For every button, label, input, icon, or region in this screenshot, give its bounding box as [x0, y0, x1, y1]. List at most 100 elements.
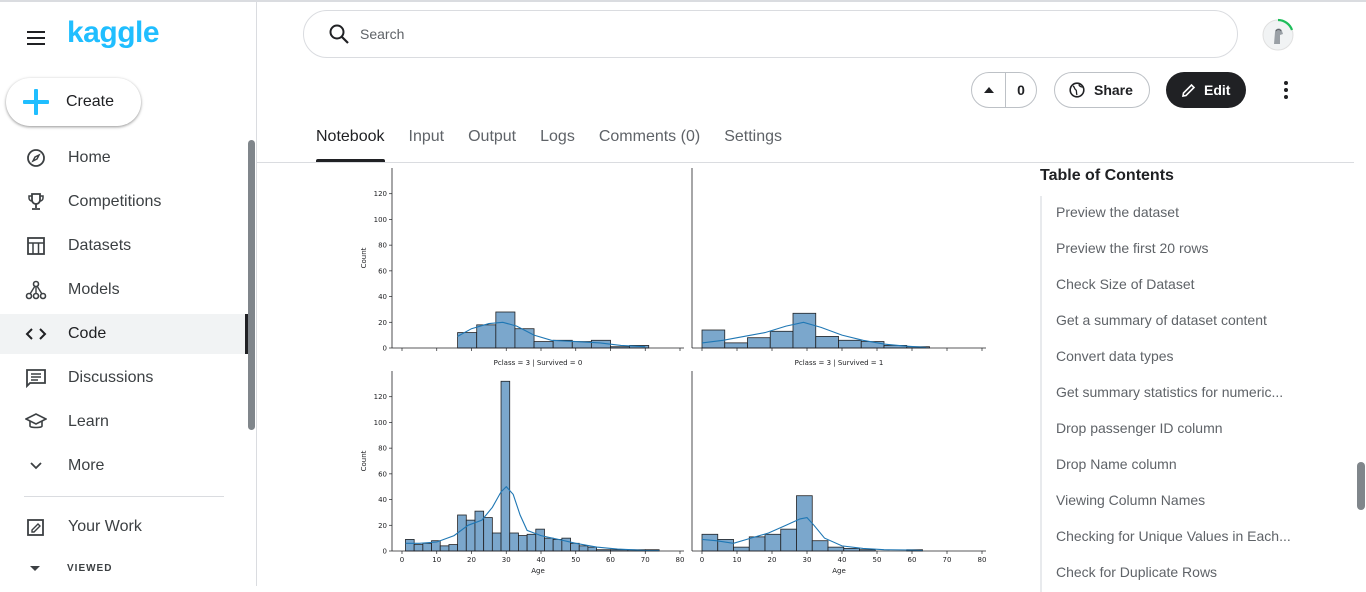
sidebar-item-learn[interactable]: Learn [0, 402, 248, 442]
sidebar-item-home[interactable]: Home [0, 138, 248, 178]
page-scrollbar[interactable] [1357, 462, 1365, 510]
sidebar-item-your-work[interactable]: Your Work [0, 507, 248, 547]
menu-icon[interactable] [24, 26, 48, 50]
x-tick-label: 10 [733, 556, 742, 564]
histogram-bar [483, 517, 493, 552]
create-button[interactable]: Create [6, 78, 141, 126]
sidebar-item-datasets[interactable]: Datasets [0, 226, 248, 266]
x-tick-label: 60 [606, 556, 615, 564]
y-tick-label: 120 [374, 393, 387, 401]
x-tick-label: 30 [803, 556, 812, 564]
toc-item[interactable]: Checking for Unique Values in Each... [1056, 528, 1291, 544]
kde-line [457, 321, 646, 348]
y-tick-label: 20 [378, 522, 387, 530]
x-tick-label: 50 [571, 556, 580, 564]
histogram-bar [570, 542, 580, 552]
histogram-bar [491, 532, 502, 552]
sidebar-divider [24, 496, 224, 497]
sidebar: kaggle Create Home Competitions Datasets… [0, 2, 257, 586]
tab-logs[interactable]: Logs [540, 128, 575, 145]
toc-item[interactable]: Get summary statistics for numeric... [1056, 384, 1284, 400]
histogram-bar [552, 539, 563, 552]
y-tick-label: 100 [374, 419, 387, 427]
edit-button[interactable]: Edit [1166, 72, 1246, 108]
code-icon [25, 323, 47, 345]
histogram-bar [476, 324, 497, 349]
edit-label: Edit [1204, 82, 1231, 98]
histogram-bar [405, 539, 415, 552]
sidebar-item-discussions[interactable]: Discussions [0, 358, 248, 398]
toc-item[interactable]: Check Size of Dataset [1056, 276, 1195, 292]
toc-title: Table of Contents [1040, 167, 1174, 184]
histogram-bar [544, 537, 554, 552]
y-tick-label: 40 [378, 293, 387, 301]
tab-input[interactable]: Input [408, 128, 445, 145]
share-button[interactable]: Share [1054, 72, 1150, 108]
toc-item[interactable]: Viewing Column Names [1056, 492, 1206, 508]
y-tick-label: 80 [378, 445, 387, 453]
sidebar-item-more[interactable]: More [0, 446, 248, 486]
sidebar-item-models[interactable]: Models [0, 270, 248, 310]
x-tick-label: 40 [537, 556, 546, 564]
compass-icon [25, 147, 47, 169]
models-icon [25, 279, 47, 301]
viewed-section-toggle[interactable]: VIEWED [0, 558, 112, 578]
x-tick-label: 0 [700, 556, 704, 564]
x-axis-label: Age [832, 567, 846, 575]
avatar[interactable] [1261, 18, 1295, 52]
sidebar-item-label: Discussions [68, 369, 154, 386]
toc-item[interactable]: Get a summary of dataset content [1056, 312, 1267, 328]
caret-down-icon [30, 565, 40, 571]
toc-item[interactable]: Drop Name column [1056, 456, 1177, 472]
sidebar-item-label: More [68, 457, 105, 474]
tab-settings[interactable]: Settings [724, 128, 782, 145]
create-label: Create [66, 93, 115, 110]
tabs-divider [257, 162, 1354, 163]
active-indicator [245, 314, 248, 354]
tab-comments[interactable]: Comments (0) [598, 128, 701, 145]
toc-item[interactable]: Convert data types [1056, 348, 1174, 364]
y-tick-label: 80 [378, 242, 387, 250]
notebook-output-plots: 0 20 40 60 80 100 120 Count Pclass = 3 | Survive… [330, 163, 1020, 586]
tab-notebook[interactable]: Notebook [316, 128, 385, 162]
histogram-bar [526, 533, 537, 552]
y-tick-label: 20 [378, 319, 387, 327]
more-options-icon[interactable] [1274, 78, 1298, 102]
sidebar-scrollbar[interactable] [248, 140, 255, 430]
sidebar-item-label: Datasets [68, 237, 132, 254]
x-tick-label: 40 [838, 556, 847, 564]
histogram-bar [518, 535, 528, 552]
search-bar[interactable] [303, 10, 1238, 58]
histogram-bar [733, 546, 750, 552]
toc-item[interactable]: Drop passenger ID column [1056, 420, 1223, 436]
sidebar-item-code[interactable]: Code [0, 314, 248, 354]
x-tick-label: 70 [943, 556, 952, 564]
upvote-button[interactable] [972, 73, 1006, 107]
tab-output[interactable]: Output [468, 128, 517, 145]
histogram-bar [533, 341, 554, 349]
sidebar-item-label: Models [68, 281, 120, 298]
histogram-bar [838, 339, 862, 349]
x-tick-label: 80 [676, 556, 685, 564]
sidebar-item-competitions[interactable]: Competitions [0, 182, 248, 222]
y-tick-label: 0 [383, 345, 387, 353]
toc-item[interactable]: Check for Duplicate Rows [1056, 564, 1218, 580]
y-tick-label: 60 [378, 267, 387, 275]
sidebar-item-label: Competitions [68, 193, 162, 210]
sidebar-item-label: Learn [68, 413, 109, 430]
search-input[interactable] [360, 26, 1160, 42]
histogram-bar [796, 495, 813, 552]
school-icon [25, 411, 47, 433]
discussion-icon [25, 367, 47, 389]
vote-count: 0 [1017, 82, 1025, 98]
x-tick-label: 80 [978, 556, 987, 564]
histogram-bar [724, 342, 748, 349]
toc-item[interactable]: Preview the first 20 rows [1056, 240, 1209, 256]
trophy-icon [25, 191, 47, 213]
toc-item[interactable]: Preview the dataset [1056, 204, 1179, 220]
y-tick-label: 40 [378, 496, 387, 504]
kaggle-logo[interactable]: kaggle [67, 16, 160, 49]
histogram-bar [448, 544, 458, 552]
histogram-bar [747, 337, 771, 349]
